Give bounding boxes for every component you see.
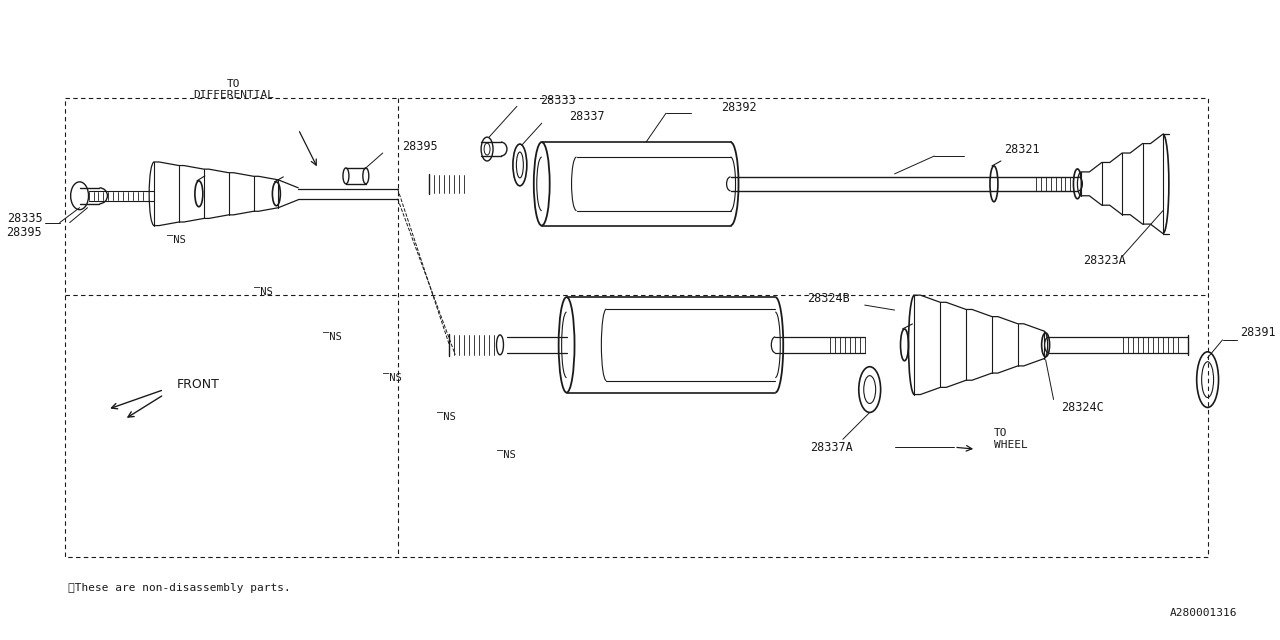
Text: ‾NS: ‾NS <box>253 287 273 297</box>
Text: 28337: 28337 <box>570 110 605 123</box>
Text: TO
DIFFERENTIAL: TO DIFFERENTIAL <box>193 79 274 100</box>
Text: 28391: 28391 <box>1240 326 1276 339</box>
Text: 28337A: 28337A <box>810 441 852 454</box>
Text: ‾NS: ‾NS <box>383 372 402 383</box>
Text: FRONT: FRONT <box>177 378 220 391</box>
Text: ‾NS: ‾NS <box>438 412 456 422</box>
Text: A280001316: A280001316 <box>1170 608 1238 618</box>
Text: 28335: 28335 <box>8 212 42 225</box>
Text: 28333: 28333 <box>540 94 576 107</box>
Text: 28321: 28321 <box>1004 143 1039 156</box>
Text: 28323A: 28323A <box>1083 254 1126 267</box>
Text: 28324C: 28324C <box>1061 401 1105 414</box>
Text: 28395: 28395 <box>403 140 438 152</box>
Text: ※These are non-disassembly parts.: ※These are non-disassembly parts. <box>68 583 291 593</box>
Text: ‾NS: ‾NS <box>168 236 186 246</box>
Text: 28392: 28392 <box>721 101 756 114</box>
Text: 28395: 28395 <box>6 226 42 239</box>
Text: ‾NS: ‾NS <box>497 450 516 460</box>
Text: 28324B: 28324B <box>808 292 850 305</box>
Text: ‾NS: ‾NS <box>323 332 342 342</box>
Text: TO
WHEEL: TO WHEEL <box>995 428 1028 450</box>
